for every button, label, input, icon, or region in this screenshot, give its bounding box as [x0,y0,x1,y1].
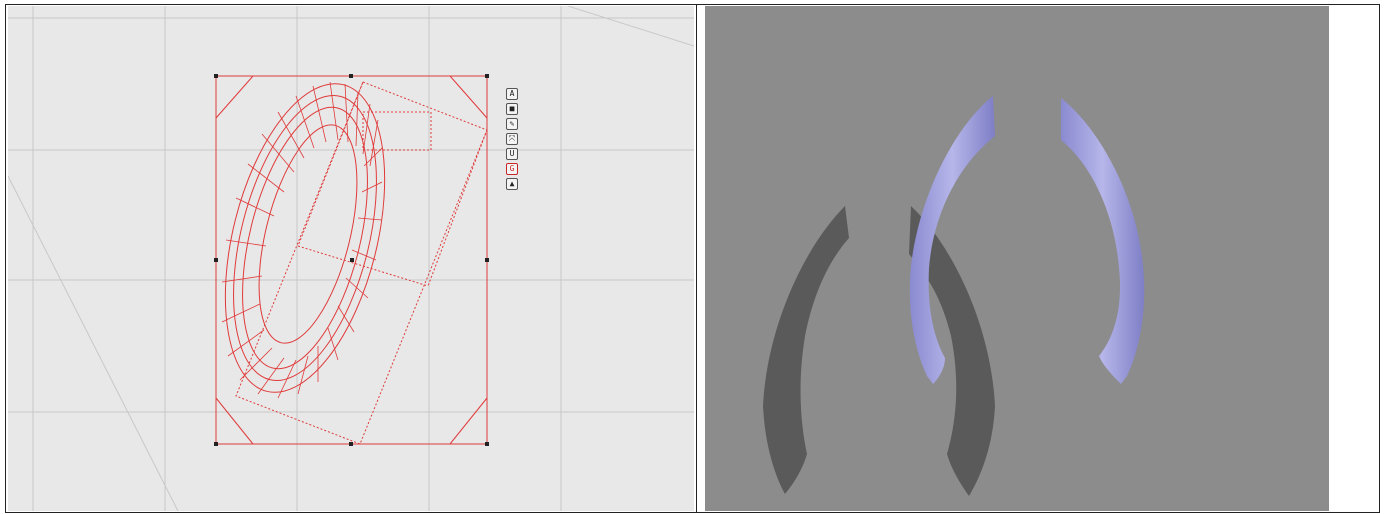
bbox-handles [214,74,489,446]
magnet-icon[interactable]: U [506,148,518,160]
lock-icon[interactable]: ▲ [506,178,518,190]
torus-wireframe [221,81,386,399]
image-table-frame [5,4,1380,513]
wireframe-canvas [8,6,694,511]
text-a-icon[interactable]: A [506,88,518,100]
right-arc-object [1061,98,1145,384]
panel-divider [696,4,697,513]
wireframe-viewport[interactable]: A ■ ✎ ⤧ U G ▲ [8,6,694,511]
render-canvas [763,96,1145,496]
rotated-proxy [235,81,488,445]
left-arc-object [909,96,995,384]
left-arc-shadow [763,206,849,494]
viewport-grid [8,6,694,511]
right-arc-shadow [909,206,995,496]
rotate-icon[interactable]: G [506,163,518,175]
move-icon[interactable]: ⤧ [506,133,518,145]
gizmo-toolbar: A ■ ✎ ⤧ U G ▲ [506,88,518,190]
box-icon[interactable]: ■ [506,103,518,115]
pen-icon[interactable]: ✎ [506,118,518,130]
render-viewport [705,6,1329,511]
